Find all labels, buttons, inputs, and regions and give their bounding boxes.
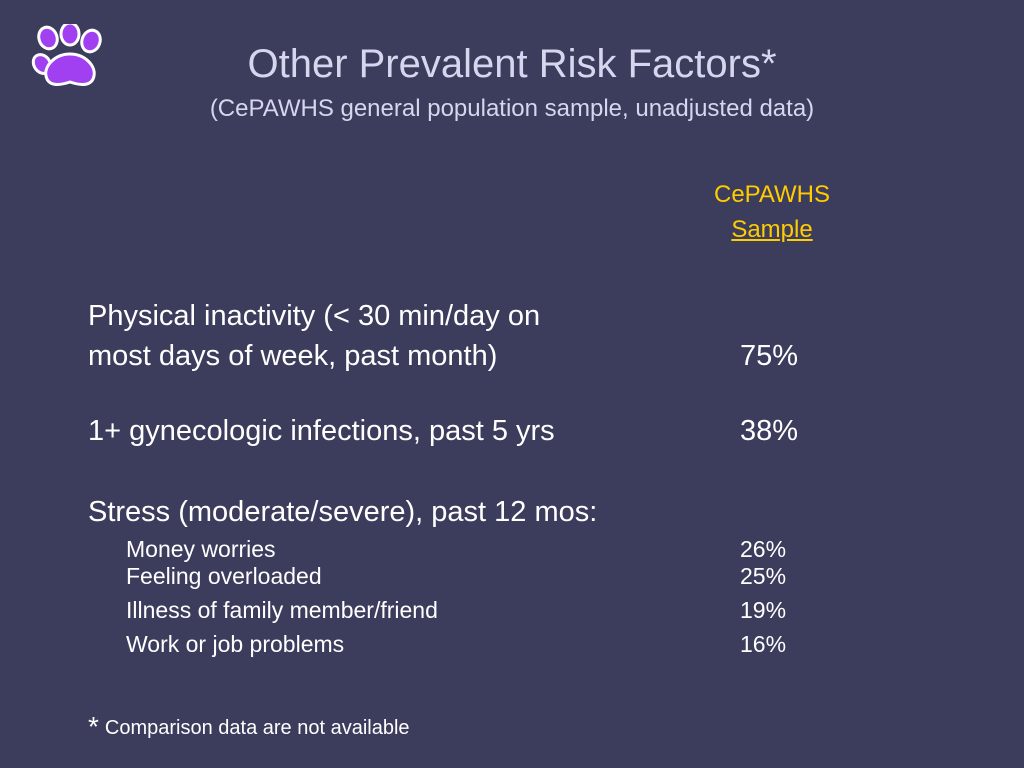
row-physical-inactivity-label-2: most days of week, past month): [88, 340, 498, 372]
slide-title: Other Prevalent Risk Factors*: [247, 42, 777, 86]
stress-item-label: Illness of family member/friend: [126, 597, 438, 623]
row-physical-inactivity-label-1: Physical inactivity (< 30 min/day on: [88, 300, 541, 332]
stress-item-label: Feeling overloaded: [126, 563, 322, 589]
stress-item-value: 25%: [740, 563, 787, 589]
stress-item-value: 19%: [740, 597, 787, 623]
slide-subtitle: (CePAWHS general population sample, unad…: [209, 95, 815, 122]
row-physical-inactivity-value: 75%: [740, 340, 799, 372]
footnote-text: Comparison data are not available: [104, 717, 410, 739]
row-gynecologic-infections-label: 1+ gynecologic infections, past 5 yrs: [88, 415, 555, 447]
stress-item-value: 16%: [740, 631, 787, 657]
stress-item-label: Money worries: [126, 536, 276, 562]
footnote-marker: *: [88, 711, 99, 742]
column-header-line2: Sample: [731, 216, 813, 243]
stress-item-value: 26%: [740, 536, 787, 562]
stress-item-label: Work or job problems: [126, 631, 345, 657]
footnote: * Comparison data are not available: [88, 712, 410, 743]
row-gynecologic-infections-value: 38%: [740, 415, 799, 447]
stress-heading: Stress (moderate/severe), past 12 mos:: [88, 496, 598, 528]
column-header-line1: CePAWHS: [713, 181, 830, 208]
paw-print-icon: [31, 24, 102, 86]
